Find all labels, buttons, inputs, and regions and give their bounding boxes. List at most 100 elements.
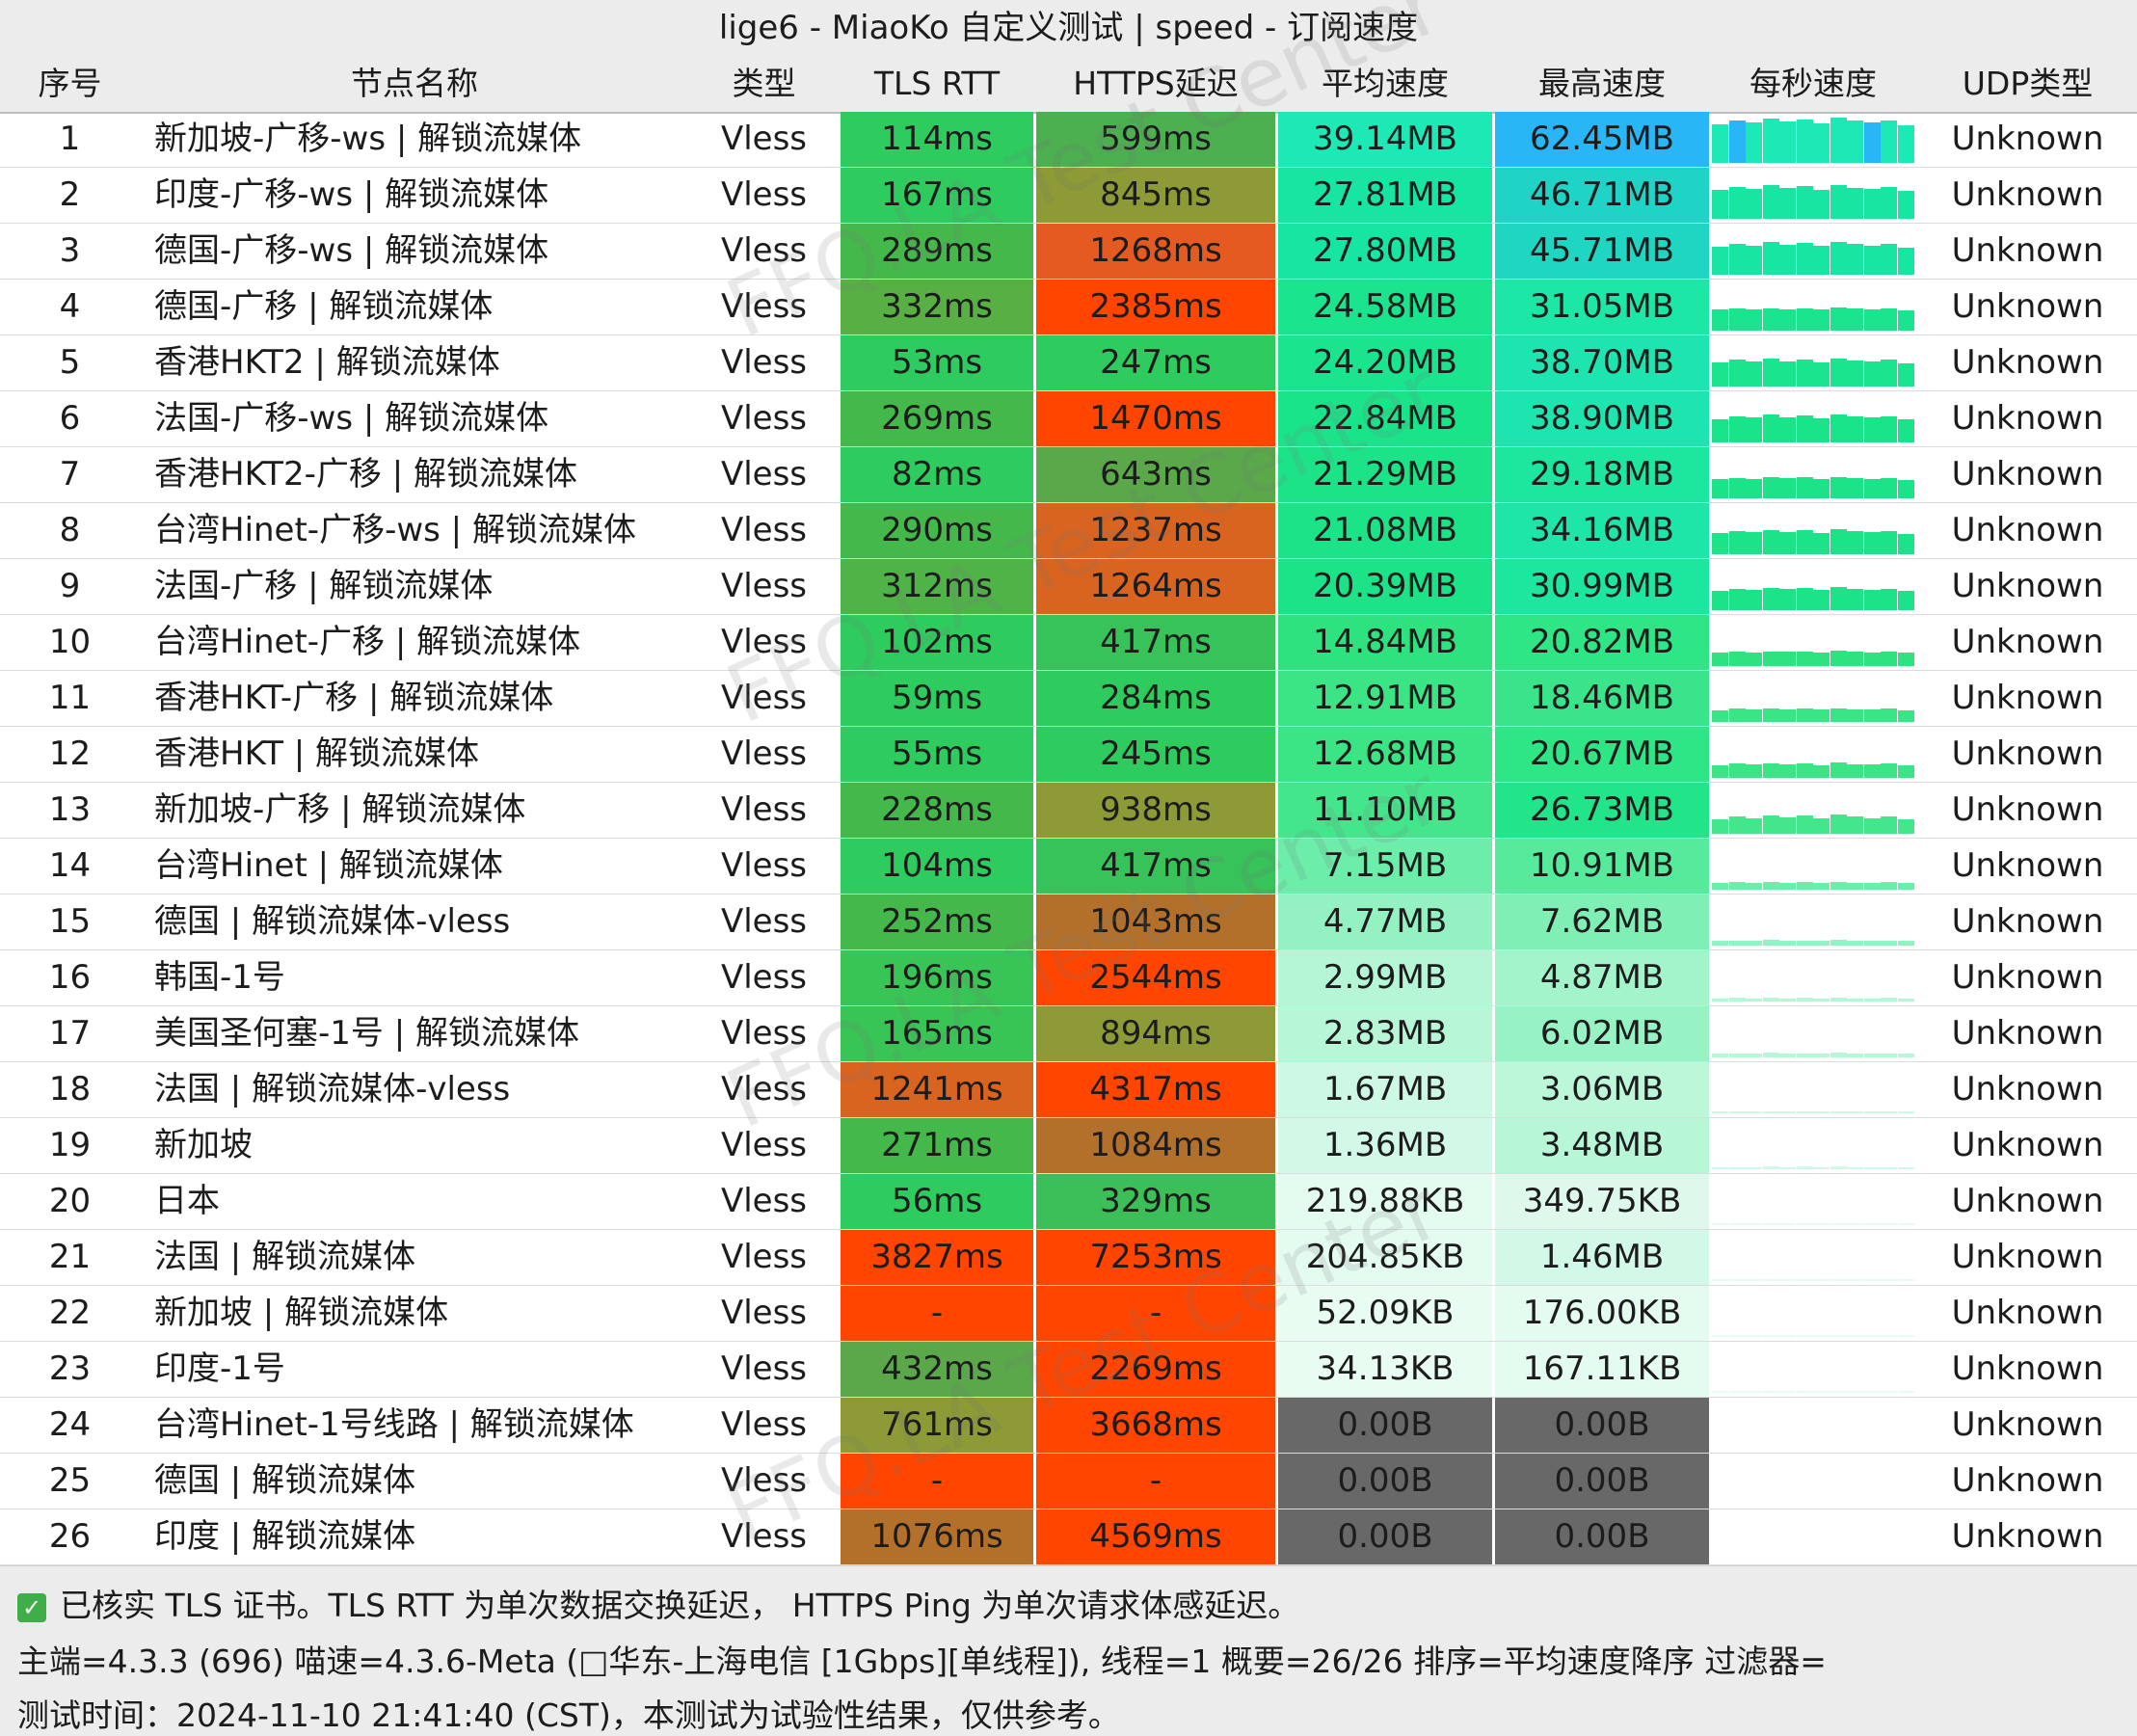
node-type: Vless: [720, 790, 808, 829]
sparkline-bar: [1897, 653, 1914, 666]
table-row[interactable]: 16 韩国-1号 Vless 196ms 2544ms 2.99MB 4.87MB Unkno…: [0, 950, 2137, 1006]
sparkline-bar: [1881, 589, 1897, 610]
table-row[interactable]: 22 新加坡 | 解锁流媒体 Vless - -52.09KB 176.00KB Unkno…: [0, 1286, 2137, 1342]
table-row[interactable]: 4 德国-广移 | 解锁流媒体 Vless 332ms 2385ms 24.58MB 31.…: [0, 280, 2137, 335]
table-row[interactable]: 6 法国-广移-ws | 解锁流媒体 Vless 269ms 1470ms 22.84MB…: [0, 391, 2137, 447]
sparkline-bar: [1897, 1167, 1914, 1169]
sparkline-bar: [1881, 1223, 1897, 1225]
table-row[interactable]: 21 法国 | 解锁流媒体 Vless 3827ms 7253ms 204.85KB 1.4…: [0, 1230, 2137, 1286]
sparkline-bar: [1830, 587, 1847, 610]
udp-type: Unknown: [1951, 1461, 2104, 1500]
sparkline-bar: [1762, 1053, 1779, 1057]
sparkline-bar: [1881, 1167, 1897, 1169]
col-https-header[interactable]: HTTPS延迟: [1073, 65, 1239, 102]
sparkline-bar: [1863, 361, 1881, 387]
sparkline-bar: [1847, 589, 1863, 610]
per-second-speed-sparkline: [1712, 615, 1914, 670]
table-row[interactable]: 19 新加坡 Vless 271ms 1084ms 1.36MB 3.48MB Unknown: [0, 1118, 2137, 1174]
col-persec-header[interactable]: 每秒速度: [1750, 65, 1877, 102]
sparkline-bar: [1897, 591, 1914, 610]
table-row[interactable]: 7 香港HKT2-广移 | 解锁流媒体 Vless 82ms 643ms 21.29MB 2…: [0, 447, 2137, 503]
table-row[interactable]: 13 新加坡-广移 | 解锁流媒体 Vless 228ms 938ms 11.10MB 26…: [0, 783, 2137, 839]
table-row[interactable]: 20 日本 Vless 56ms 329ms 219.88KB 349.75KB Unknow…: [0, 1174, 2137, 1230]
per-second-speed-sparkline: [1712, 447, 1914, 502]
max-speed: 29.18MB: [1495, 447, 1709, 502]
node-type: Vless: [720, 120, 808, 158]
node-type: Vless: [720, 902, 808, 941]
table-row[interactable]: 26 印度 | 解锁流媒体 Vless 1076ms 4569ms 0.00B 0.00B U…: [0, 1509, 2137, 1565]
tls-rtt: 3827ms: [841, 1230, 1033, 1285]
sparkline-bar: [1863, 590, 1881, 610]
max-speed: 46.71MB: [1495, 168, 1709, 223]
sparkline-bar: [1746, 1167, 1762, 1169]
node-type: Vless: [720, 958, 808, 997]
sparkline-bar: [1779, 417, 1796, 442]
table-row[interactable]: 9 法国-广移 | 解锁流媒体 Vless 312ms 1264ms 20.39MB 30.…: [0, 559, 2137, 615]
row-index: 17: [48, 1014, 92, 1053]
sparkline-bar: [1796, 308, 1813, 331]
footer-note-line: ✓ 已核实 TLS 证书。TLS RTT 为单次数据交换延迟， HTTPS Pin…: [17, 1580, 1299, 1626]
sparkline-bar: [1779, 652, 1796, 666]
sparkline-bar: [1897, 480, 1914, 498]
sparkline-bar: [1813, 309, 1830, 331]
udp-type: Unknown: [1951, 1182, 2104, 1220]
sparkline-bar: [1830, 118, 1847, 163]
sparkline-bar: [1847, 1111, 1863, 1113]
col-max-header[interactable]: 最高速度: [1538, 65, 1666, 102]
sparkline-bar: [1863, 246, 1881, 275]
udp-type: Unknown: [1951, 567, 2104, 605]
avg-speed: 22.84MB: [1278, 391, 1492, 446]
table-row[interactable]: 2 印度-广移-ws | 解锁流媒体 Vless 167ms 845ms 27.81MB 4…: [0, 168, 2137, 224]
table-row[interactable]: 18 法国 | 解锁流媒体-vless Vless 1241ms 4317ms 1.67M…: [0, 1062, 2137, 1118]
table-row[interactable]: 10 台湾Hinet-广移 | 解锁流媒体 Vless 102ms 417ms 14.84…: [0, 615, 2137, 671]
https-delay: 3668ms: [1036, 1398, 1275, 1453]
sparkline-bar: [1779, 478, 1796, 498]
window-title: lige6 - MiaoKo 自定义测试 | speed - 订阅速度: [0, 0, 2137, 57]
table-row[interactable]: 14 台湾Hinet | 解锁流媒体 Vless 104ms 417ms 7.15MB 10…: [0, 839, 2137, 895]
table-row[interactable]: 25 德国 | 解锁流媒体 Vless - -0.00B 0.00B Unknown: [0, 1454, 2137, 1509]
table-row[interactable]: 23 印度-1号 Vless 432ms 2269ms 34.13KB 167.11KB Un…: [0, 1342, 2137, 1398]
sparkline-bar: [1847, 941, 1863, 946]
max-speed: 0.00B: [1495, 1454, 1709, 1509]
sparkline-bar: [1881, 998, 1897, 1002]
sparkline-bar: [1762, 708, 1779, 722]
sparkline-bar: [1762, 414, 1779, 442]
https-delay: 417ms: [1036, 615, 1275, 670]
table-row[interactable]: 17 美国圣何塞-1号 | 解锁流媒体 Vless 165ms 894ms 2.83MB 6…: [0, 1006, 2137, 1062]
table-row[interactable]: 3 德国-广移-ws | 解锁流媒体 Vless 289ms 1268ms 27.80MB…: [0, 224, 2137, 280]
udp-type: Unknown: [1951, 679, 2104, 717]
sparkline-bar: [1746, 590, 1762, 610]
sparkline-bar: [1779, 188, 1796, 219]
sparkline-bar: [1881, 1391, 1897, 1393]
sparkline-bar: [1746, 1054, 1762, 1057]
tls-rtt: 271ms: [841, 1118, 1033, 1173]
sparkline-bar: [1728, 882, 1746, 890]
col-tls-header[interactable]: TLS RTT: [873, 65, 1001, 102]
sparkline-bar: [1863, 309, 1881, 331]
sparkline-bar: [1762, 882, 1779, 890]
table-row[interactable]: 1 新加坡-广移-ws | 解锁流媒体 Vless 114ms 599ms 39.14MB…: [0, 112, 2137, 168]
col-avg-header[interactable]: 平均速度: [1322, 65, 1449, 102]
https-delay: 7253ms: [1036, 1230, 1275, 1285]
row-index: 21: [48, 1238, 92, 1276]
node-type: Vless: [720, 287, 808, 326]
sparkline-bar: [1881, 763, 1897, 778]
table-row[interactable]: 5 香港HKT2 | 解锁流媒体 Vless 53ms 247ms 24.20MB 38.7…: [0, 335, 2137, 391]
tls-rtt: 82ms: [841, 447, 1033, 502]
col-name-header[interactable]: 节点名称: [351, 65, 478, 102]
table-row[interactable]: 15 德国 | 解锁流媒体-vless Vless 252ms 1043ms 4.77MB…: [0, 895, 2137, 950]
col-index-header[interactable]: 序号: [38, 65, 102, 102]
col-udp-header[interactable]: UDP类型: [1962, 65, 2094, 102]
sparkline-bar: [1863, 1054, 1881, 1057]
sparkline-bar: [1881, 120, 1897, 163]
udp-type: Unknown: [1951, 287, 2104, 326]
table-row[interactable]: 24 台湾Hinet-1号线路 | 解锁流媒体 Vless 761ms 3668ms 0.…: [0, 1398, 2137, 1454]
table-row[interactable]: 11 香港HKT-广移 | 解锁流媒体 Vless 59ms 284ms 12.91MB 1…: [0, 671, 2137, 727]
col-type-header[interactable]: 类型: [732, 65, 796, 102]
table-row[interactable]: 12 香港HKT | 解锁流媒体 Vless 55ms 245ms 12.68MB 20.6…: [0, 727, 2137, 783]
row-index: 16: [48, 958, 92, 997]
per-second-speed-sparkline: [1712, 1454, 1914, 1509]
sparkline-bar: [1746, 1279, 1762, 1281]
https-delay: 894ms: [1036, 1006, 1275, 1061]
table-row[interactable]: 8 台湾Hinet-广移-ws | 解锁流媒体 Vless 290ms 1237ms 21…: [0, 503, 2137, 559]
